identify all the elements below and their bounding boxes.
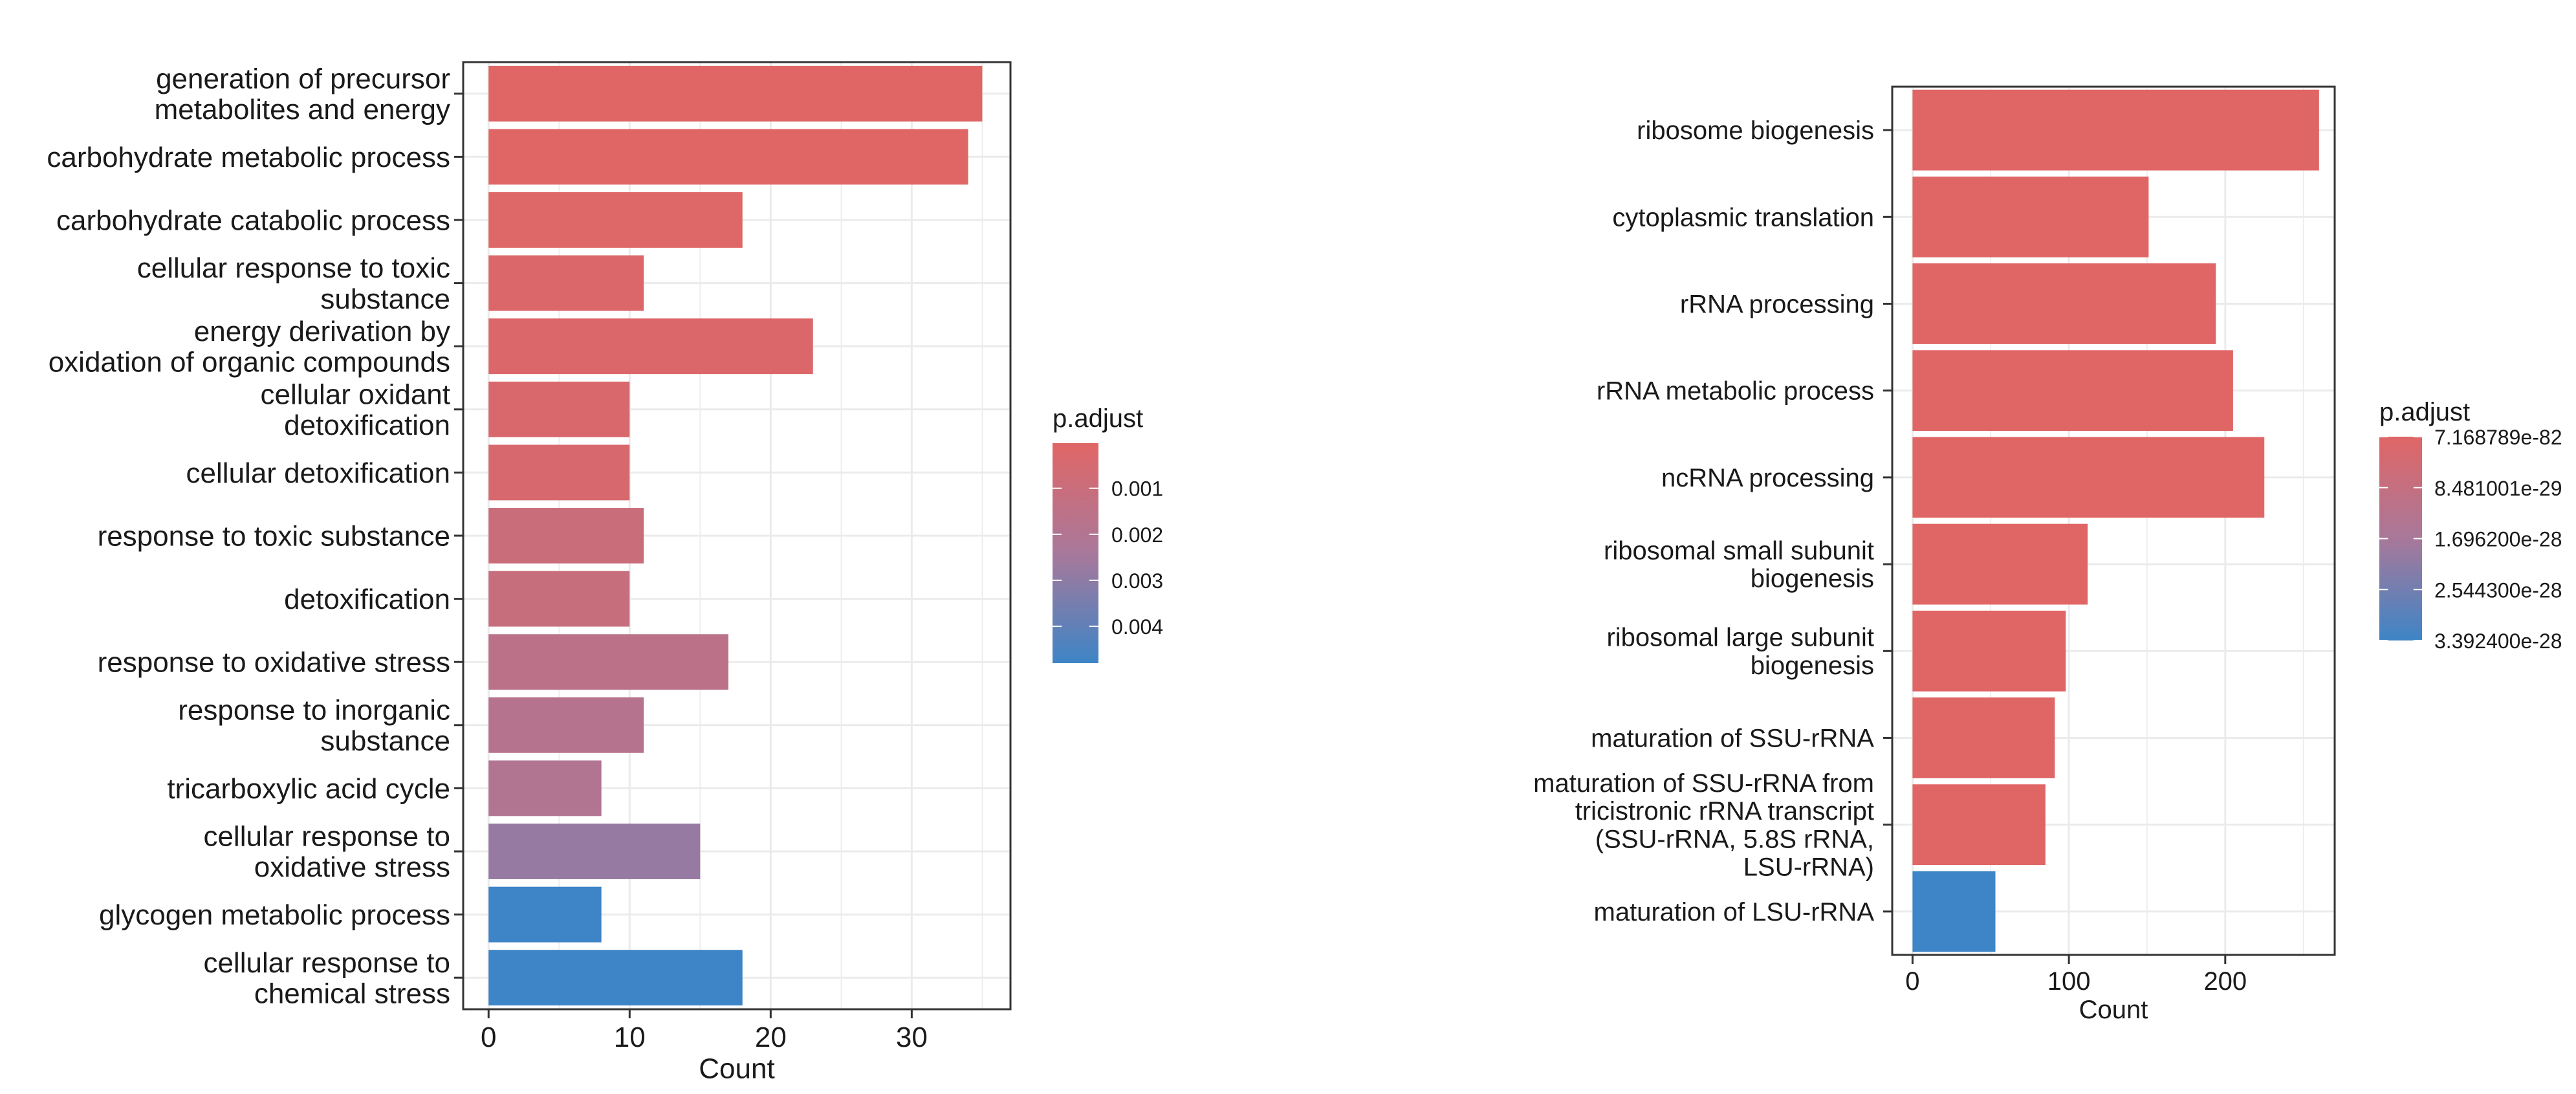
colorbar-label: 1.696200e-28 <box>2434 528 2562 551</box>
x-axis-title: Count <box>2079 996 2148 1024</box>
x-tick-label: 0 <box>1905 967 1919 996</box>
colorbar-label: 7.168789e-82 <box>2434 426 2562 449</box>
category-label: cellular oxidant detoxification <box>261 378 451 441</box>
panel-border <box>462 61 1012 1011</box>
bar <box>1912 176 2149 257</box>
bar <box>1912 697 2055 778</box>
x-tick-label: 100 <box>2047 967 2091 996</box>
bar <box>488 255 644 311</box>
bar <box>488 381 630 437</box>
bar <box>1912 784 2046 866</box>
left-chart: generation of precursor metabolites and e… <box>47 61 1163 1084</box>
category-label: maturation of SSU-rRNA <box>1591 725 1874 753</box>
category-label: response to toxic substance <box>98 520 450 552</box>
bar <box>488 65 983 122</box>
colorbar-label: 3.392400e-28 <box>2434 629 2562 653</box>
bar <box>488 444 630 501</box>
x-tick-label: 30 <box>896 1022 928 1053</box>
colorbar-label: 0.004 <box>1111 615 1163 639</box>
category-label: tricarboxylic acid cycle <box>167 773 450 805</box>
bar <box>1912 263 2216 344</box>
bar <box>1912 871 1996 952</box>
category-label: ncRNA processing <box>1661 464 1874 492</box>
bar <box>488 824 701 879</box>
bar <box>488 508 644 563</box>
panel-border <box>1891 85 2336 956</box>
x-tick-label: 20 <box>755 1022 787 1053</box>
category-label: carbohydrate metabolic process <box>47 142 450 173</box>
category-label: generation of precursor metabolites and e… <box>155 63 450 126</box>
x-tick-label: 10 <box>614 1022 646 1053</box>
bar <box>488 950 743 1006</box>
colorbar-label: 0.003 <box>1111 569 1163 593</box>
category-label: cellular response to toxic substance <box>137 252 450 315</box>
bar <box>488 886 602 943</box>
bar <box>488 697 644 753</box>
x-tick-label: 0 <box>481 1022 496 1053</box>
colorbar <box>1053 443 1098 663</box>
category-label: ribosomal large subunit biogenesis <box>1606 624 1874 680</box>
category-label: maturation of SSU-rRNA from tricistronic … <box>1533 769 1874 882</box>
bar <box>1912 523 2088 605</box>
bar <box>488 129 968 185</box>
x-tick-label: 200 <box>2203 967 2247 996</box>
colorbar-label: 2.544300e-28 <box>2434 578 2562 602</box>
category-label: rRNA processing <box>1680 290 1874 319</box>
bar <box>488 571 630 627</box>
legend-title: p.adjust <box>2379 398 2470 426</box>
category-label: rRNA metabolic process <box>1597 377 1874 406</box>
colorbar-label: 0.002 <box>1111 523 1163 547</box>
bar <box>1912 610 2066 692</box>
category-label: glycogen metabolic process <box>99 899 450 931</box>
category-label: ribosomal small subunit biogenesis <box>1604 537 1874 593</box>
category-label: maturation of LSU-rRNA <box>1594 898 1875 926</box>
category-label: cellular detoxification <box>186 457 450 489</box>
category-label: detoxification <box>284 584 450 615</box>
category-label: energy derivation by oxidation of organic… <box>49 316 450 378</box>
category-label: cytoplasmic translation <box>1612 203 1874 232</box>
category-label: response to inorganic substance <box>178 694 450 757</box>
right-chart: ribosome biogenesis cytoplasmic translati… <box>1533 85 2562 1024</box>
category-label: cellular response to chemical stress <box>203 947 450 1010</box>
bar <box>488 760 602 816</box>
category-label: carbohydrate catabolic process <box>56 204 450 236</box>
bar <box>1912 89 2319 171</box>
bar <box>488 192 743 248</box>
colorbar-label: 0.001 <box>1111 477 1163 501</box>
colorbar-label: 8.481001e-29 <box>2434 477 2562 500</box>
x-axis-title: Count <box>699 1053 774 1084</box>
bar <box>488 318 813 375</box>
bar <box>488 634 728 690</box>
category-label: ribosome biogenesis <box>1637 116 1874 145</box>
bar <box>1912 350 2233 432</box>
category-label: cellular response to oxidative stress <box>203 821 450 884</box>
legend-title: p.adjust <box>1053 404 1143 433</box>
category-label: response to oxidative stress <box>98 647 450 679</box>
bar <box>1912 437 2265 518</box>
